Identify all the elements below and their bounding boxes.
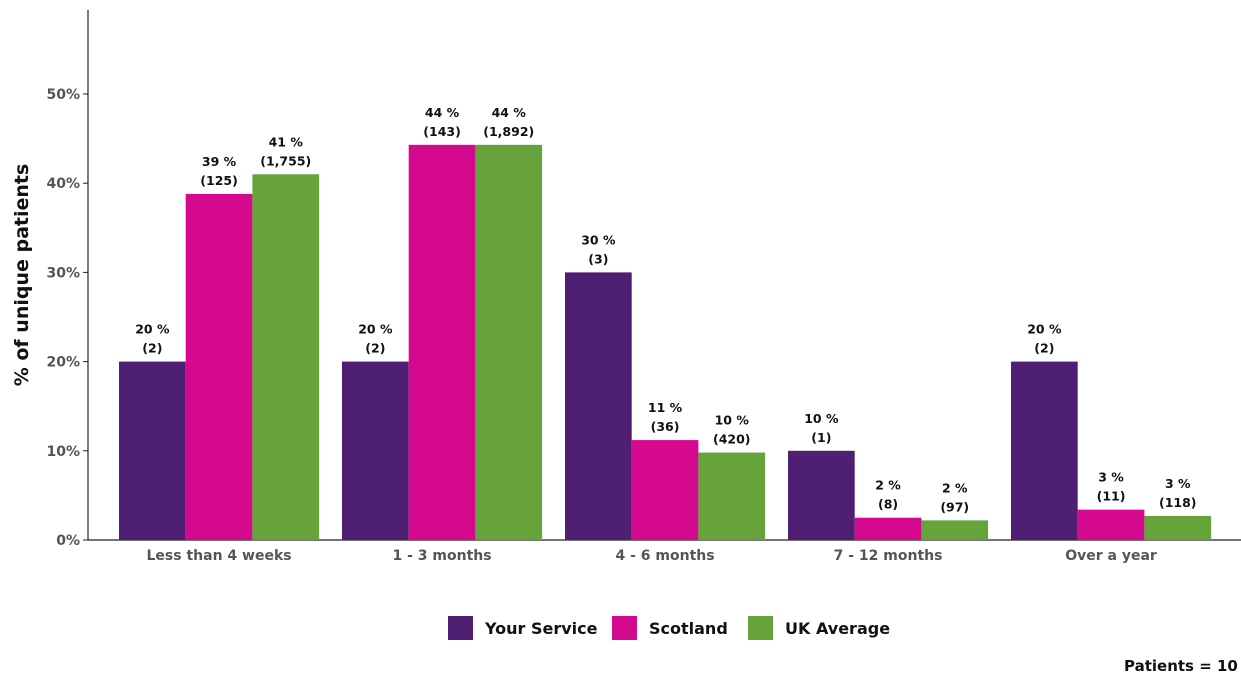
legend-swatch	[448, 616, 473, 640]
y-tick-label: 40%	[46, 176, 80, 192]
bar-uk-average	[1144, 515, 1212, 540]
data-label-percent: 11 %	[648, 400, 683, 415]
y-tick-label: 50%	[46, 87, 80, 103]
bar-uk-average	[252, 174, 320, 540]
bar-scotland	[408, 144, 476, 540]
data-label-percent: 44 %	[492, 105, 527, 120]
x-tick-label: Over a year	[1065, 548, 1157, 564]
bar-your-service	[788, 450, 855, 540]
data-label-count: (2)	[365, 341, 385, 356]
data-label-percent: 41 %	[269, 134, 304, 149]
data-label-percent: 10 %	[715, 413, 750, 428]
y-tick-labels: 0% 10% 20% 30% 40% 50%	[46, 87, 88, 549]
data-label-percent: 44 %	[425, 105, 460, 120]
data-label-percent: 39 %	[202, 154, 237, 169]
y-tick-label: 20%	[46, 355, 80, 371]
x-tick-label: 4 - 6 months	[616, 548, 715, 564]
bar-scotland	[854, 517, 922, 540]
legend-label: Scotland	[649, 619, 728, 638]
data-label-count: (143)	[423, 124, 461, 139]
x-tick-labels: Less than 4 weeks 1 - 3 months 4 - 6 month…	[147, 548, 1157, 564]
legend-swatch	[748, 616, 773, 640]
bar-scotland	[1077, 509, 1145, 540]
data-label-count: (125)	[200, 173, 238, 188]
bar-scotland	[631, 440, 699, 540]
data-labels: 20 % (2) 39 % (125) 41 % (1,755) 20 % (2) 44 % (1…	[135, 105, 1196, 515]
data-label-percent: 10 %	[804, 411, 839, 426]
data-label-percent: 20 %	[358, 322, 393, 337]
data-label-count: (118)	[1159, 495, 1197, 510]
bar-scotland	[185, 193, 253, 541]
data-label-count: (97)	[940, 499, 969, 514]
bar-your-service	[119, 361, 186, 540]
data-label-count: (3)	[588, 251, 608, 266]
bar-uk-average	[921, 520, 989, 540]
bar-your-service	[1011, 361, 1078, 540]
data-label-count: (1,755)	[260, 153, 311, 168]
legend: Your Service Scotland UK Average	[448, 616, 890, 640]
legend-swatch	[612, 616, 637, 640]
data-label-count: (2)	[142, 341, 162, 356]
y-tick-label: 30%	[46, 265, 80, 281]
legend-label: UK Average	[785, 619, 890, 638]
bar-uk-average	[698, 452, 766, 540]
data-label-count: (1,892)	[483, 124, 534, 139]
data-label-count: (36)	[651, 419, 680, 434]
legend-label: Your Service	[484, 619, 598, 638]
x-tick-label: 1 - 3 months	[393, 548, 492, 564]
x-tick-label: 7 - 12 months	[834, 548, 943, 564]
data-label-count: (8)	[878, 497, 898, 512]
data-label-count: (2)	[1034, 341, 1054, 356]
bar-uk-average	[475, 144, 543, 540]
data-label-count: (1)	[811, 430, 831, 445]
data-label-count: (11)	[1097, 489, 1126, 504]
data-label-percent: 3 %	[1165, 476, 1191, 491]
y-axis-label: % of unique patients	[11, 164, 33, 387]
data-label-percent: 30 %	[581, 232, 616, 247]
y-tick-label: 10%	[46, 444, 80, 460]
data-label-percent: 2 %	[875, 478, 901, 493]
y-tick-label: 0%	[56, 533, 80, 549]
bar-your-service	[342, 361, 409, 540]
x-tick-label: Less than 4 weeks	[147, 548, 292, 564]
bar-your-service	[565, 272, 632, 540]
data-label-percent: 2 %	[942, 480, 968, 495]
data-label-percent: 20 %	[1027, 322, 1062, 337]
data-label-percent: 3 %	[1098, 470, 1124, 485]
data-label-percent: 20 %	[135, 322, 170, 337]
patients-count-label: Patients = 10	[1124, 657, 1238, 675]
bars	[119, 144, 1212, 541]
data-label-count: (420)	[713, 432, 751, 447]
